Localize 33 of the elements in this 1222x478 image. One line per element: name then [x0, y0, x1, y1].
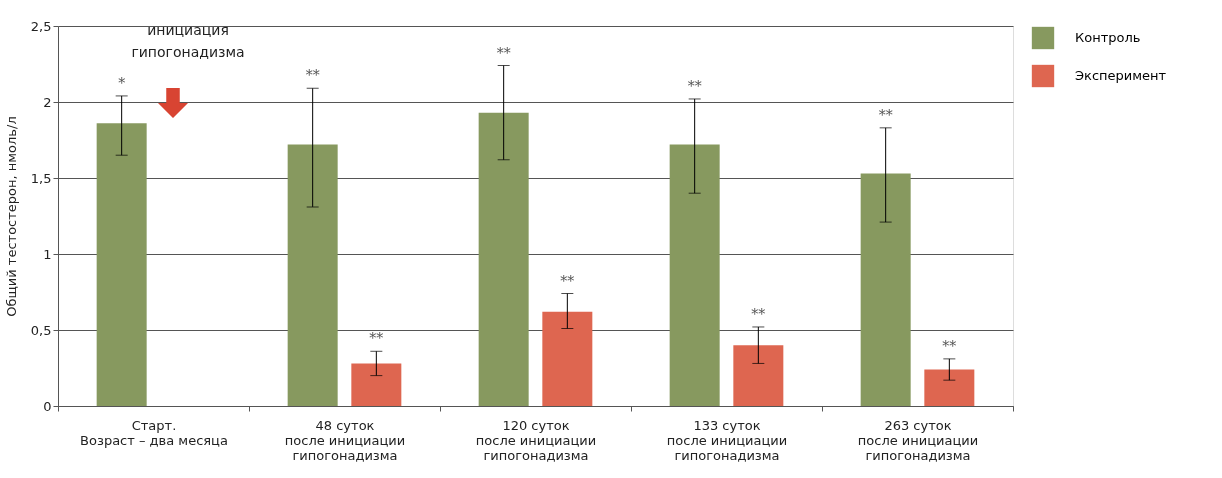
annotation: ** [751, 305, 766, 322]
y-axis-title: Общий тестостерон, нмоль/л [3, 116, 19, 317]
bar [860, 173, 911, 406]
bar [287, 144, 338, 406]
y-tick-label: 1,5 [30, 170, 52, 186]
y-tick-label: 2 [43, 94, 52, 110]
bar [478, 112, 529, 406]
bar [669, 144, 720, 406]
legend-label: Эксперимент [1075, 68, 1167, 83]
x-tick-label: 48 суток после инициации гипогонадизма [284, 417, 406, 463]
y-tick-label: 2,5 [30, 18, 52, 34]
annotation: ** [369, 330, 384, 347]
annotation: ** [878, 106, 893, 123]
bar [924, 369, 975, 406]
bar [96, 123, 147, 406]
x-tick-label: Старт. Возраст – два месяца [80, 417, 228, 448]
bar [542, 311, 593, 406]
annotation: инициация гипогонадизма [131, 22, 245, 60]
annotation: ** [305, 67, 320, 84]
x-tick-label: 133 суток после инициации гипогонадизма [666, 417, 788, 463]
annotation: ** [687, 77, 702, 94]
y-tick-label: 0,5 [30, 322, 52, 338]
bar [351, 363, 402, 406]
y-tick-label: 0 [43, 398, 52, 414]
x-tick-label: 263 суток после инициации гипогонадизма [857, 417, 979, 463]
bar [733, 345, 784, 406]
annotation: * [118, 74, 126, 91]
annotation: ** [496, 44, 511, 61]
annotation: ** [560, 272, 575, 289]
x-tick-label: 120 суток после инициации гипогонадизма [475, 417, 597, 463]
annotation: ** [942, 337, 957, 354]
legend-label: Контроль [1075, 30, 1141, 45]
y-tick-label: 1 [43, 246, 52, 262]
